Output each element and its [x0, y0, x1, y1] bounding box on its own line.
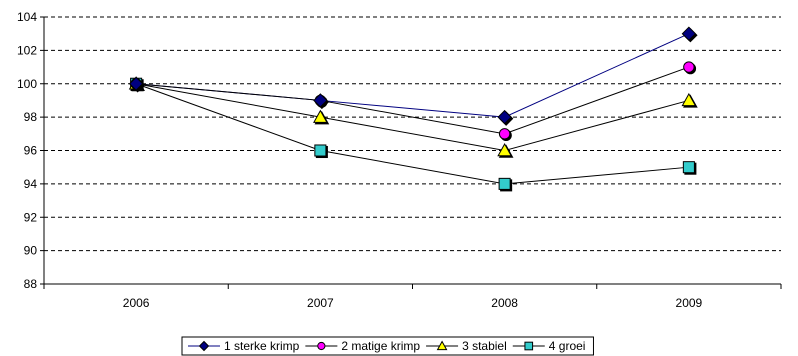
y-tick-labels: 88 90 92 94 96 98 100 102 104: [17, 10, 37, 291]
data-point-diamond: [497, 109, 512, 125]
series-line: [135, 83, 689, 185]
legend-label: 1 sterke krimp: [224, 339, 300, 353]
y-tick-label: 100: [17, 77, 37, 91]
y-tick-label: 96: [24, 144, 38, 158]
legend: 1 sterke krimp 2 matige krimp 3 stabiel 4 g…: [181, 336, 594, 356]
axes: [40, 16, 782, 289]
x-tick-label: 2009: [676, 296, 703, 310]
x-tick-label: 2008: [491, 296, 518, 310]
data-point-square: [498, 177, 511, 190]
legend-label: 3 stabiel: [462, 339, 507, 353]
legend-item: 4 groei: [512, 339, 586, 353]
y-tick-label: 92: [24, 210, 38, 224]
legend-item: 3 stabiel: [426, 339, 507, 353]
series-line: [136, 66, 690, 135]
y-tick-label: 102: [17, 43, 37, 57]
legend-label: 4 groei: [549, 339, 586, 353]
legend-item: 1 sterke krimp: [188, 339, 300, 353]
series-line: [136, 33, 690, 118]
x-tick-label: 2007: [307, 296, 334, 310]
data-point-circle: [498, 128, 511, 140]
series-markers: [128, 26, 698, 192]
data-point-square: [314, 144, 327, 157]
data-point-triangle: [313, 109, 328, 123]
x-tick-labels: 2006 2007 2008 2009: [123, 296, 703, 310]
data-point-diamond: [313, 93, 328, 108]
y-tick-label: 94: [24, 177, 38, 191]
y-tick-label: 104: [17, 10, 37, 24]
data-point-diamond: [128, 76, 144, 91]
data-point-square: [682, 161, 695, 174]
legend-label: 2 matige krimp: [341, 339, 420, 353]
series-lines: [135, 33, 690, 185]
data-point-triangle: [681, 92, 697, 107]
legend-item: 2 matige krimp: [305, 339, 420, 353]
data-point-triangle: [497, 142, 512, 157]
y-tick-label: 98: [24, 110, 38, 124]
data-point-square: [524, 341, 534, 351]
data-point-diamond: [681, 26, 697, 41]
data-point-triangle: [436, 340, 448, 351]
data-point-circle: [317, 341, 326, 351]
legend-box: [181, 336, 594, 356]
data-point-circle: [683, 61, 695, 73]
gridlines: [44, 16, 781, 252]
series-line: [136, 83, 690, 152]
data-point-diamond: [198, 340, 210, 352]
x-tick-label: 2006: [123, 296, 150, 310]
y-tick-label: 90: [24, 244, 38, 258]
y-tick-label: 88: [24, 277, 38, 291]
